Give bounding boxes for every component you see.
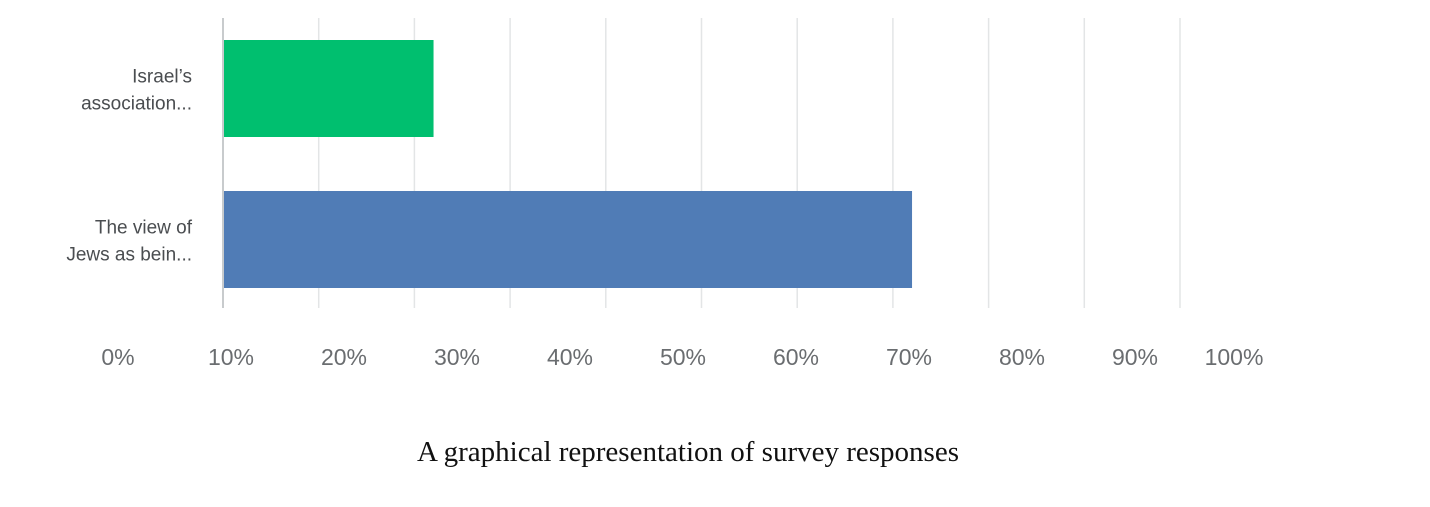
x-tick-label: 60% bbox=[773, 344, 819, 370]
x-tick-label: 0% bbox=[101, 344, 134, 370]
x-tick-label: 90% bbox=[1112, 344, 1158, 370]
category-label: The view of Jews as bein... bbox=[66, 218, 192, 266]
bar-chart: Israel’s association... The view of Jews as… bbox=[66, 18, 1264, 370]
x-tick-label: 70% bbox=[886, 344, 932, 370]
x-tick-label: 50% bbox=[660, 344, 706, 370]
category-label: Israel’s association... bbox=[81, 67, 192, 115]
chart-caption: A graphical representation of survey res… bbox=[417, 436, 959, 468]
x-tick-label: 10% bbox=[208, 344, 254, 370]
x-tick-label: 80% bbox=[999, 344, 1045, 370]
x-tick-label: 20% bbox=[321, 344, 367, 370]
x-tick-label: 100% bbox=[1205, 344, 1264, 370]
bar bbox=[223, 40, 434, 137]
x-tick-label: 30% bbox=[434, 344, 480, 370]
x-tick-label: 40% bbox=[547, 344, 593, 370]
bar bbox=[223, 191, 913, 288]
